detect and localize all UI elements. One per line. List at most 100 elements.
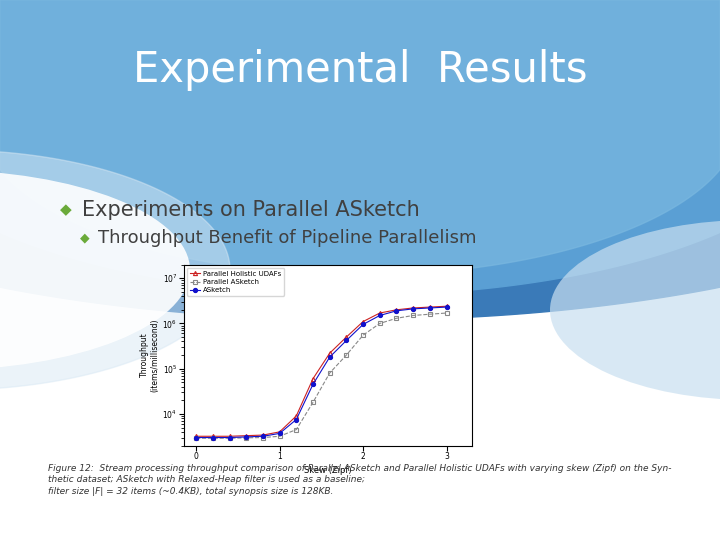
Bar bbox=[0, 134, 720, 136]
ASketch bbox=[258, 433, 267, 440]
Bar bbox=[0, 162, 720, 163]
Bar bbox=[0, 144, 720, 146]
Bar bbox=[0, 108, 720, 110]
Bar bbox=[0, 143, 720, 144]
Bar bbox=[0, 79, 720, 80]
Bar bbox=[0, 48, 720, 50]
Bar bbox=[0, 66, 720, 67]
Parallel ASketch bbox=[209, 435, 217, 441]
Parallel Holistic UDAFs bbox=[258, 432, 267, 438]
Parallel ASketch bbox=[292, 427, 301, 433]
Bar bbox=[0, 172, 720, 173]
Parallel ASketch bbox=[359, 332, 367, 339]
Text: Experimental  Results: Experimental Results bbox=[132, 49, 588, 91]
ASketch bbox=[409, 306, 418, 312]
Bar bbox=[0, 0, 720, 2]
Bar bbox=[0, 12, 720, 13]
Bar bbox=[0, 56, 720, 57]
Bar bbox=[0, 70, 720, 71]
Bar bbox=[0, 143, 720, 144]
Parallel ASketch bbox=[426, 311, 434, 318]
Bar bbox=[0, 10, 720, 12]
Parallel ASketch bbox=[325, 370, 334, 376]
Bar bbox=[0, 71, 720, 73]
Bar bbox=[0, 39, 720, 41]
Bar bbox=[0, 37, 720, 38]
Bar bbox=[0, 154, 720, 156]
Parallel ASketch bbox=[242, 435, 251, 441]
Bar bbox=[0, 95, 720, 96]
Bar bbox=[0, 32, 720, 33]
Bar bbox=[0, 99, 720, 100]
Bar bbox=[0, 117, 720, 118]
Bar bbox=[0, 129, 720, 130]
Bar bbox=[0, 150, 720, 152]
ASketch bbox=[426, 305, 434, 311]
Parallel Holistic UDAFs bbox=[225, 433, 234, 440]
Bar bbox=[0, 162, 720, 163]
Bar bbox=[0, 166, 720, 168]
Bar bbox=[0, 125, 720, 127]
Bar bbox=[0, 156, 720, 158]
Bar bbox=[0, 158, 720, 159]
ASketch bbox=[209, 434, 217, 441]
Bar bbox=[0, 37, 720, 38]
Bar bbox=[0, 42, 720, 44]
Bar bbox=[0, 76, 720, 77]
Bar bbox=[0, 57, 720, 58]
Bar bbox=[0, 90, 720, 92]
Bar bbox=[0, 136, 720, 137]
Bar bbox=[0, 13, 720, 15]
Bar bbox=[0, 16, 720, 17]
ASketch bbox=[309, 381, 318, 388]
Bar bbox=[0, 96, 720, 98]
Bar bbox=[0, 33, 720, 35]
Bar bbox=[0, 93, 720, 95]
Bar bbox=[0, 114, 720, 115]
Bar bbox=[0, 16, 720, 17]
Bar bbox=[0, 52, 720, 54]
Bar bbox=[0, 26, 720, 28]
Parallel ASketch bbox=[392, 315, 401, 321]
Bar bbox=[0, 22, 720, 23]
Bar bbox=[0, 140, 720, 141]
Bar bbox=[0, 46, 720, 48]
Bar bbox=[0, 23, 720, 25]
Bar bbox=[0, 163, 720, 165]
Bar bbox=[0, 61, 720, 63]
Bar bbox=[0, 69, 720, 70]
Bar bbox=[0, 44, 720, 45]
ASketch bbox=[392, 308, 401, 314]
Bar bbox=[0, 76, 720, 77]
Bar bbox=[0, 124, 720, 125]
Bar bbox=[0, 150, 720, 152]
Parallel ASketch bbox=[225, 435, 234, 441]
Parallel Holistic UDAFs bbox=[325, 350, 334, 356]
ASketch bbox=[275, 430, 284, 437]
Bar bbox=[0, 2, 720, 3]
Bar bbox=[0, 108, 720, 110]
Bar bbox=[0, 6, 720, 8]
Bar bbox=[0, 106, 720, 108]
Bar bbox=[0, 171, 720, 172]
Bar bbox=[0, 12, 720, 13]
Bar bbox=[0, 23, 720, 25]
Bar bbox=[0, 100, 720, 102]
ASketch bbox=[192, 434, 200, 441]
Parallel ASketch bbox=[375, 320, 384, 327]
Bar bbox=[0, 82, 720, 83]
Bar bbox=[0, 137, 720, 139]
Bar bbox=[0, 15, 720, 16]
Bar bbox=[0, 98, 720, 99]
Bar bbox=[0, 3, 720, 4]
Bar bbox=[0, 82, 720, 83]
Bar bbox=[0, 15, 720, 16]
Bar bbox=[0, 46, 720, 48]
Bar bbox=[0, 9, 720, 10]
Parallel Holistic UDAFs bbox=[242, 433, 251, 439]
Bar bbox=[0, 98, 720, 99]
Bar bbox=[0, 129, 720, 130]
Bar bbox=[0, 26, 720, 28]
Bar bbox=[0, 96, 720, 98]
Bar bbox=[0, 77, 720, 79]
